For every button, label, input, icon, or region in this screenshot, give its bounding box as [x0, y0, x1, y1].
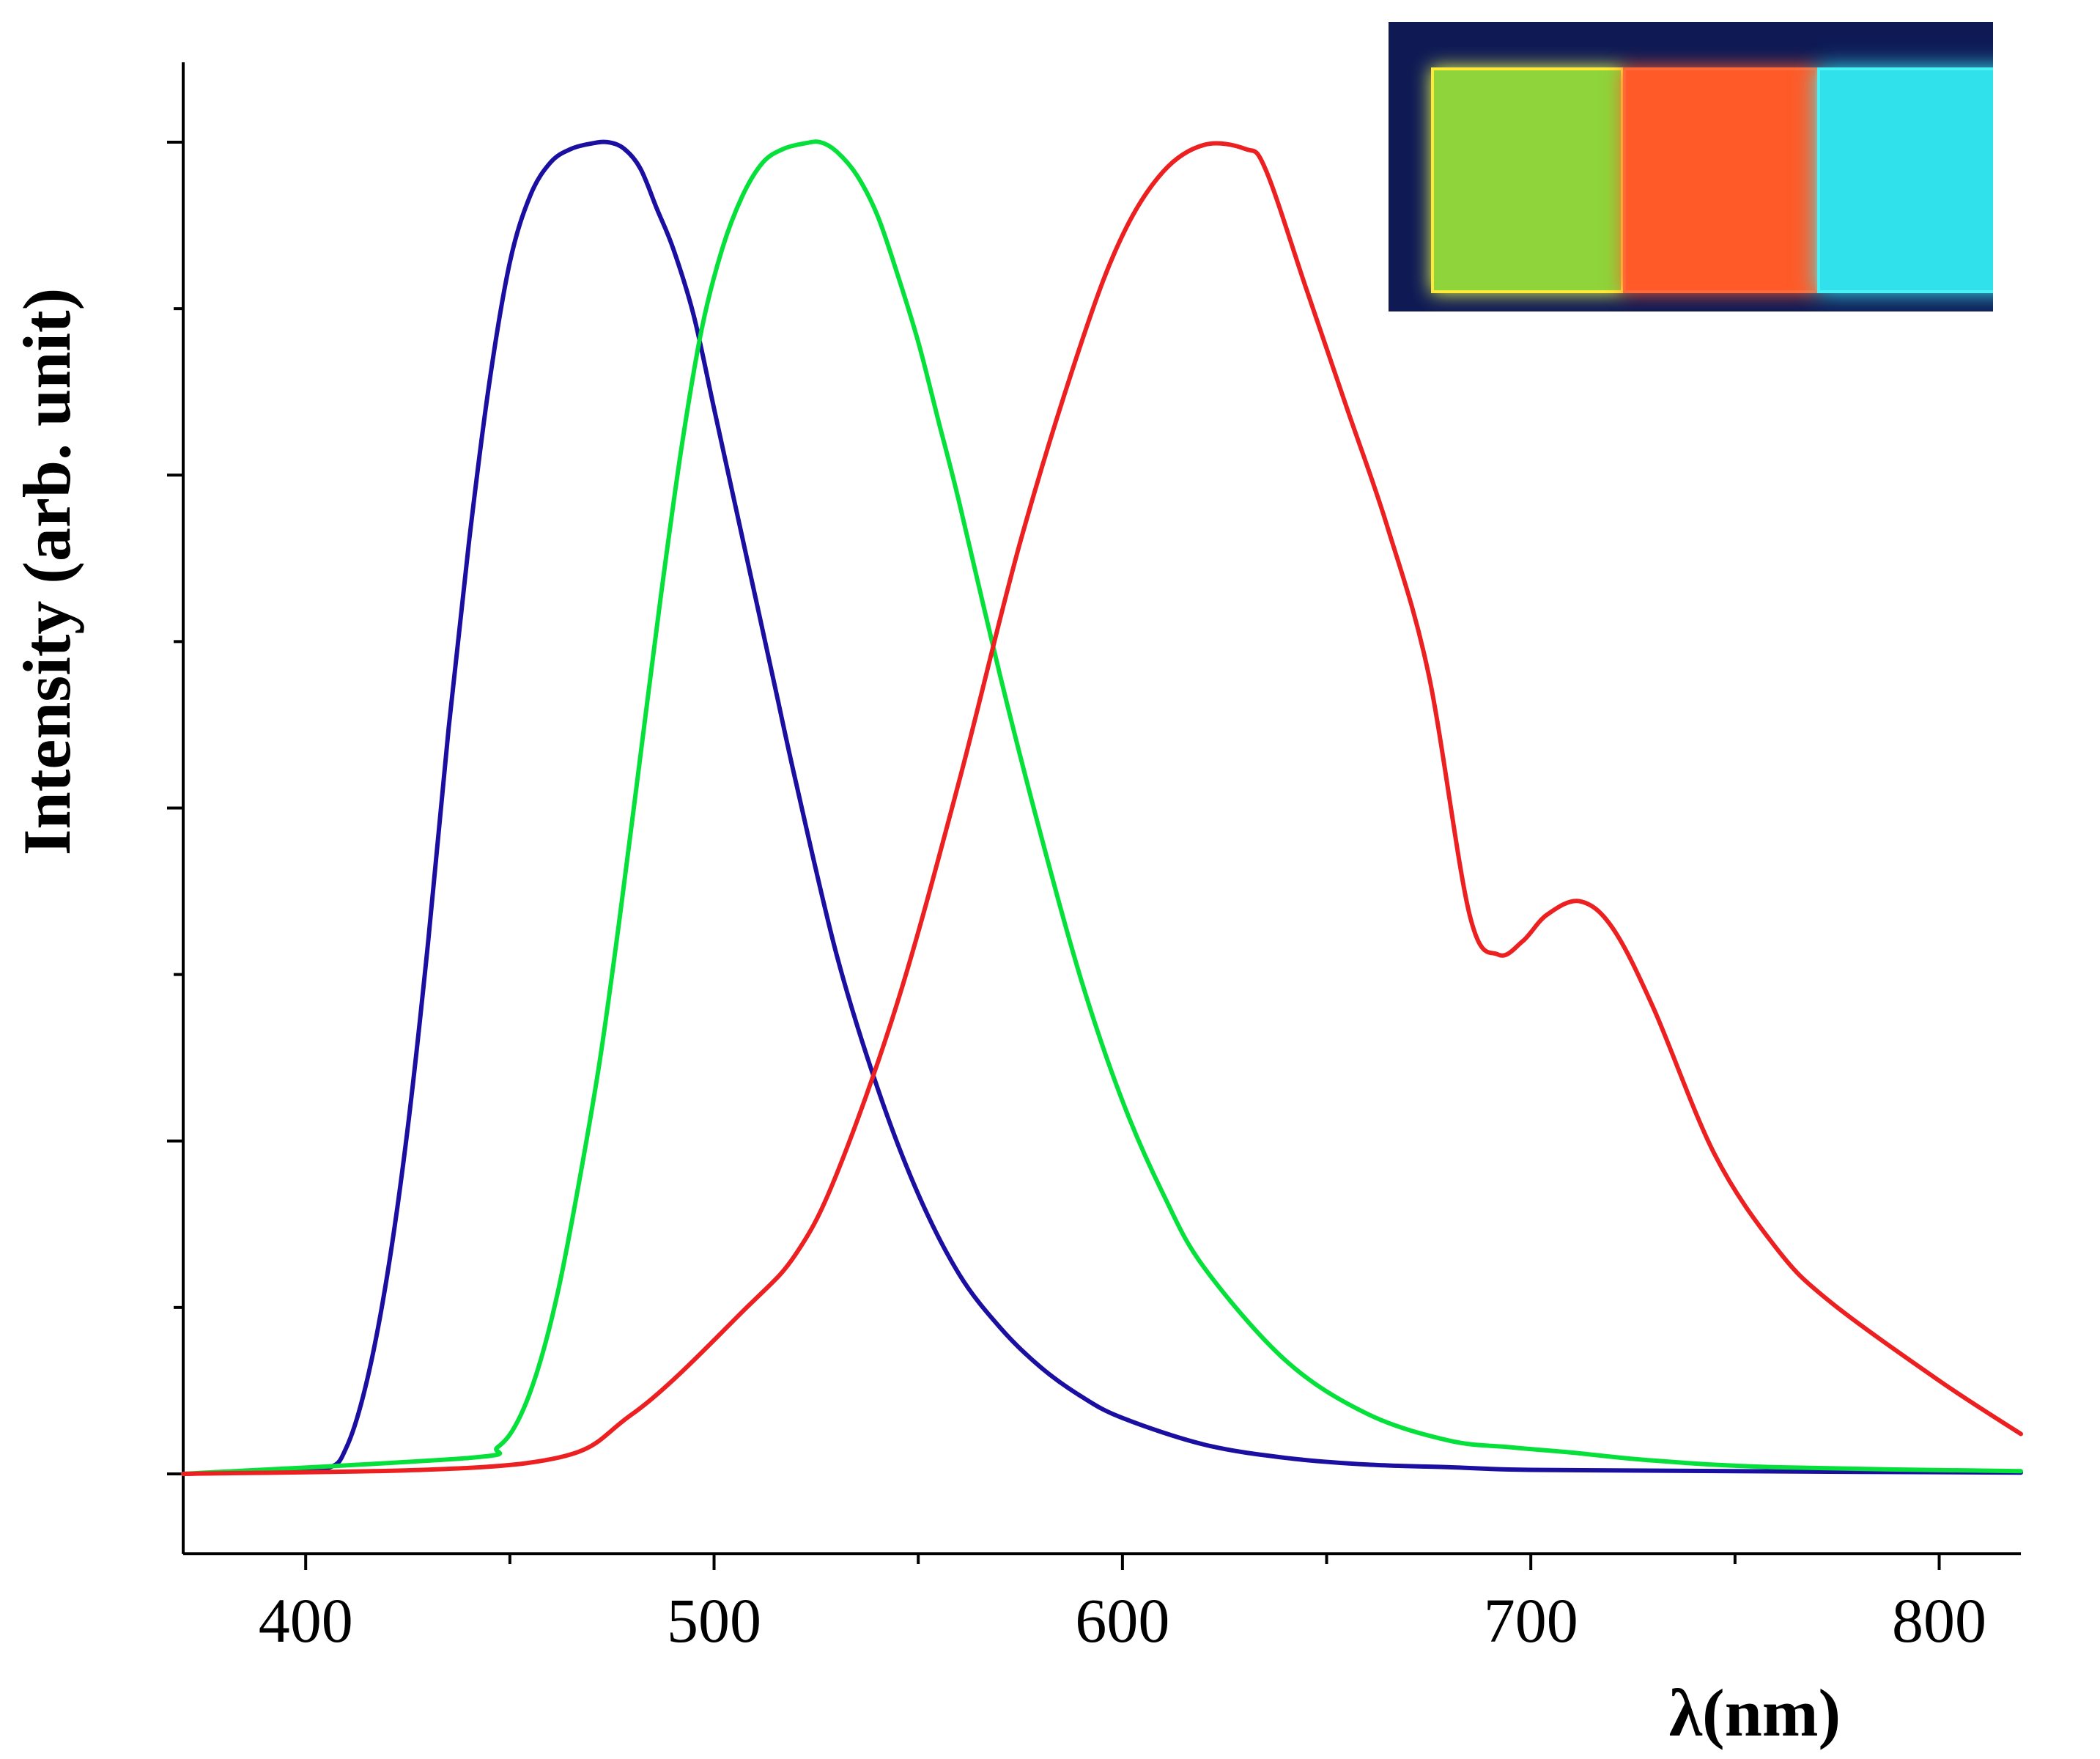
sample-red-film	[1623, 67, 1818, 293]
series-line-blue	[181, 139, 2023, 1476]
x-tick-label-600: 600	[1075, 1585, 1169, 1656]
series-line-red	[181, 141, 2023, 1476]
tick-labels: 400 500 600 700 800	[259, 1585, 1986, 1656]
y-axis-title: Intensity (arb. unit)	[10, 288, 84, 855]
series-group	[181, 139, 2023, 1476]
x-tick-label-700: 700	[1484, 1585, 1578, 1656]
x-tick-label-800: 800	[1892, 1585, 1986, 1656]
series-line-green	[181, 139, 2023, 1476]
ticks	[167, 141, 1941, 1570]
sample-cyan-film	[1817, 67, 1993, 293]
x-tick-label-400: 400	[259, 1585, 353, 1656]
inset-photo	[1389, 22, 1993, 311]
x-axis-title: λ(nm)	[1669, 1675, 1841, 1750]
x-tick-label-500: 500	[667, 1585, 761, 1656]
sample-yellow-green-film	[1431, 67, 1624, 293]
